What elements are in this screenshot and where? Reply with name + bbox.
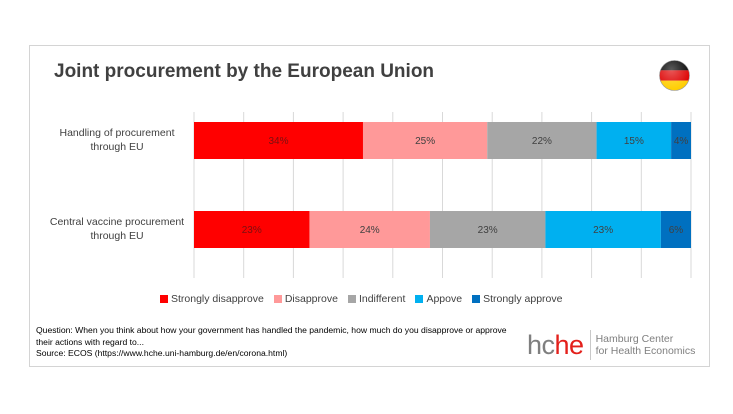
bar-segment [362,122,488,159]
data-label: 23% [478,225,498,236]
footnote-question: Question: When you think about how your … [36,325,507,347]
category-label: Handling of procurement through EU [42,126,192,154]
data-label: 4% [674,136,689,147]
bar-segment [660,211,691,248]
legend-swatch [347,295,356,303]
legend-label: Strongly approve [483,293,563,305]
legend-item: Disapprove [273,293,338,305]
chart-title: Joint procurement by the European Union [54,61,435,82]
bar-segment [309,211,430,248]
bar-segment [194,211,310,248]
legend-item: Strongly approve [472,293,562,305]
bar-segment [596,122,672,159]
legend-swatch [415,295,424,303]
legend-swatch [160,295,168,303]
data-label: 24% [360,225,380,236]
data-label: 15% [624,136,644,147]
legend-label: Disapprove [284,293,338,305]
chart-legend: Strongly disapprove Disapprove Indifferent… [160,292,562,306]
bar-segment [429,211,546,248]
category-label-line: through EU [90,230,144,242]
legend-item: Strongly disapprove [160,293,264,305]
data-label: 22% [532,136,552,147]
chart-card [29,45,710,367]
legend-label: Indifferent [358,293,406,305]
legend-item: Indifferent [347,293,406,305]
bar-segment [545,211,661,248]
legend-swatch [273,295,282,303]
category-label-line: Handling of procurement [59,127,175,139]
logo-line-1: Hamburg Center [595,332,674,345]
germany-flag-icon [659,60,690,91]
data-label: 23% [242,225,262,236]
footnote-source: Source: ECOS (https://www.hche.uni-hambu… [36,348,288,358]
data-label: 25% [415,136,435,147]
legend-label: Strongly disapprove [171,293,264,305]
data-label: 34% [268,136,288,147]
data-label: 23% [593,225,613,236]
logo-line-2: for Health Economics [595,345,696,357]
hche-logo-text: Hamburg Center for Health Economics [596,333,696,358]
legend-label: Appove [426,293,463,305]
legend-item: Appove [415,293,462,305]
footnote: Question: When you think about how your … [36,325,516,360]
hche-logo: hche Hamburg Center for Health Economics [527,330,695,360]
legend-swatch [472,295,481,303]
category-label-line: through EU [90,141,144,153]
bar-segment [194,122,363,159]
hche-logo-mark: hche [527,330,584,360]
data-label: 6% [669,225,684,236]
bar-segment [671,122,691,159]
category-label: Central vaccine procurement through EU [42,215,192,243]
category-label-line: Central vaccine procurement [49,216,185,228]
logo-divider [589,330,591,360]
bar-segment [487,122,597,159]
